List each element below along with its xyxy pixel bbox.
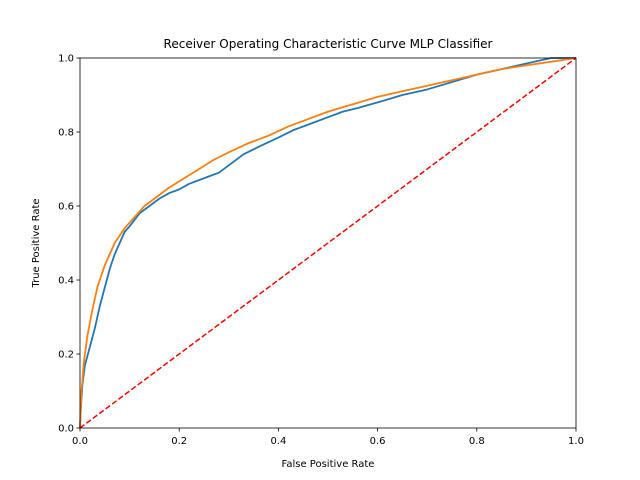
y-tick-label: 0.4 — [58, 276, 74, 287]
series-line-1 — [79, 57, 576, 429]
y-axis-label: True Positive Rate — [31, 198, 42, 288]
y-tick-label: 1.0 — [58, 54, 74, 65]
x-tick-label: 0.2 — [171, 436, 187, 447]
x-tick-label: 1.0 — [568, 436, 584, 447]
y-tick-label: 0.8 — [58, 128, 74, 139]
x-axis-label: False Positive Rate — [282, 459, 375, 470]
series-layer — [79, 57, 577, 429]
x-tick-label: 0.4 — [270, 436, 286, 447]
x-axis-ticks: 0.0 0.2 0.4 0.6 0.8 1.0 — [72, 428, 584, 447]
series-line-2 — [79, 57, 577, 429]
y-tick-label: 0.6 — [58, 202, 74, 213]
y-tick-label: 0.2 — [58, 350, 74, 361]
y-tick-label: 0.0 — [58, 424, 74, 435]
y-axis-ticks: 0.0 0.2 0.4 0.6 0.8 1.0 — [58, 54, 80, 435]
series-line-3 — [79, 57, 577, 429]
x-tick-label: 0.8 — [469, 436, 485, 447]
plot-frame — [79, 57, 577, 429]
x-tick-label: 0.0 — [72, 436, 88, 447]
x-tick-label: 0.6 — [370, 436, 386, 447]
chart-title: Receiver Operating Characteristic Curve … — [164, 37, 493, 51]
